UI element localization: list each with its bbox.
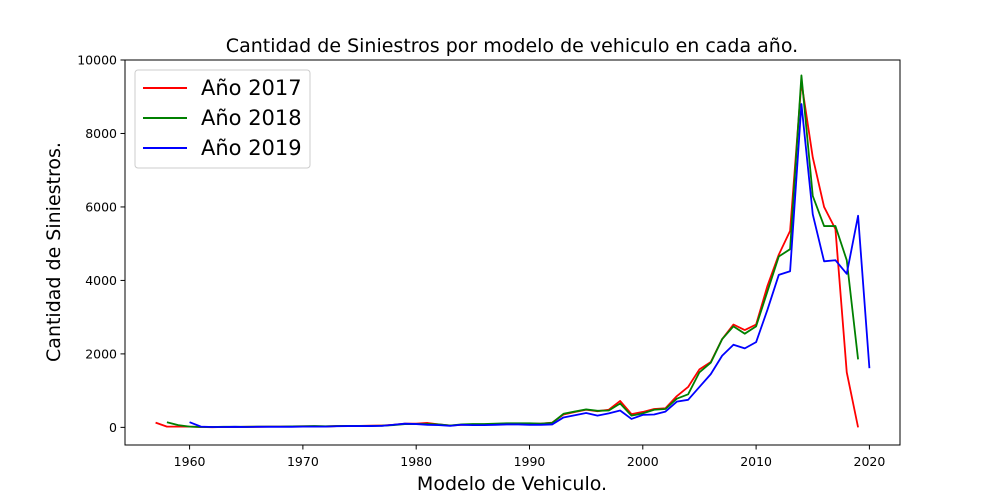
legend: Año 2017 Año 2018 Año 2019 [134, 69, 311, 169]
y-tick-label: 8000 [85, 126, 117, 141]
legend-label-1: Año 2017 [201, 76, 302, 100]
y-tick-label: 10000 [77, 53, 117, 68]
x-tick-label: 1980 [400, 454, 432, 469]
plot-frame [124, 59, 901, 446]
x-axis-label: Modelo de Vehiculo. [417, 473, 607, 495]
series-line-3 [189, 103, 871, 428]
chart-title: Cantidad de Siniestros por modelo de veh… [226, 35, 798, 57]
x-tick-label: 1990 [514, 454, 546, 469]
x-tick-label: 2010 [740, 454, 772, 469]
x-tick-label: 1970 [287, 454, 319, 469]
x-tick-label: 2020 [854, 454, 886, 469]
y-tick-label: 2000 [85, 346, 117, 361]
legend-label-3: Año 2019 [201, 136, 302, 160]
y-tick-label: 0 [109, 420, 117, 435]
x-tick-label: 2000 [627, 454, 659, 469]
x-tick-label: 1960 [174, 454, 206, 469]
x-axis-ticks: 1960 1970 1980 1990 2000 2010 2020 [174, 445, 886, 469]
legend-frame [134, 69, 311, 169]
y-tick-label: 4000 [85, 273, 117, 288]
y-axis-label: Cantidad de Siniestros. [43, 142, 65, 362]
legend-label-2: Año 2018 [201, 106, 302, 130]
y-axis-ticks: 0 2000 4000 6000 8000 10000 [77, 53, 125, 435]
y-tick-label: 6000 [85, 199, 117, 214]
series-layer [155, 74, 871, 429]
